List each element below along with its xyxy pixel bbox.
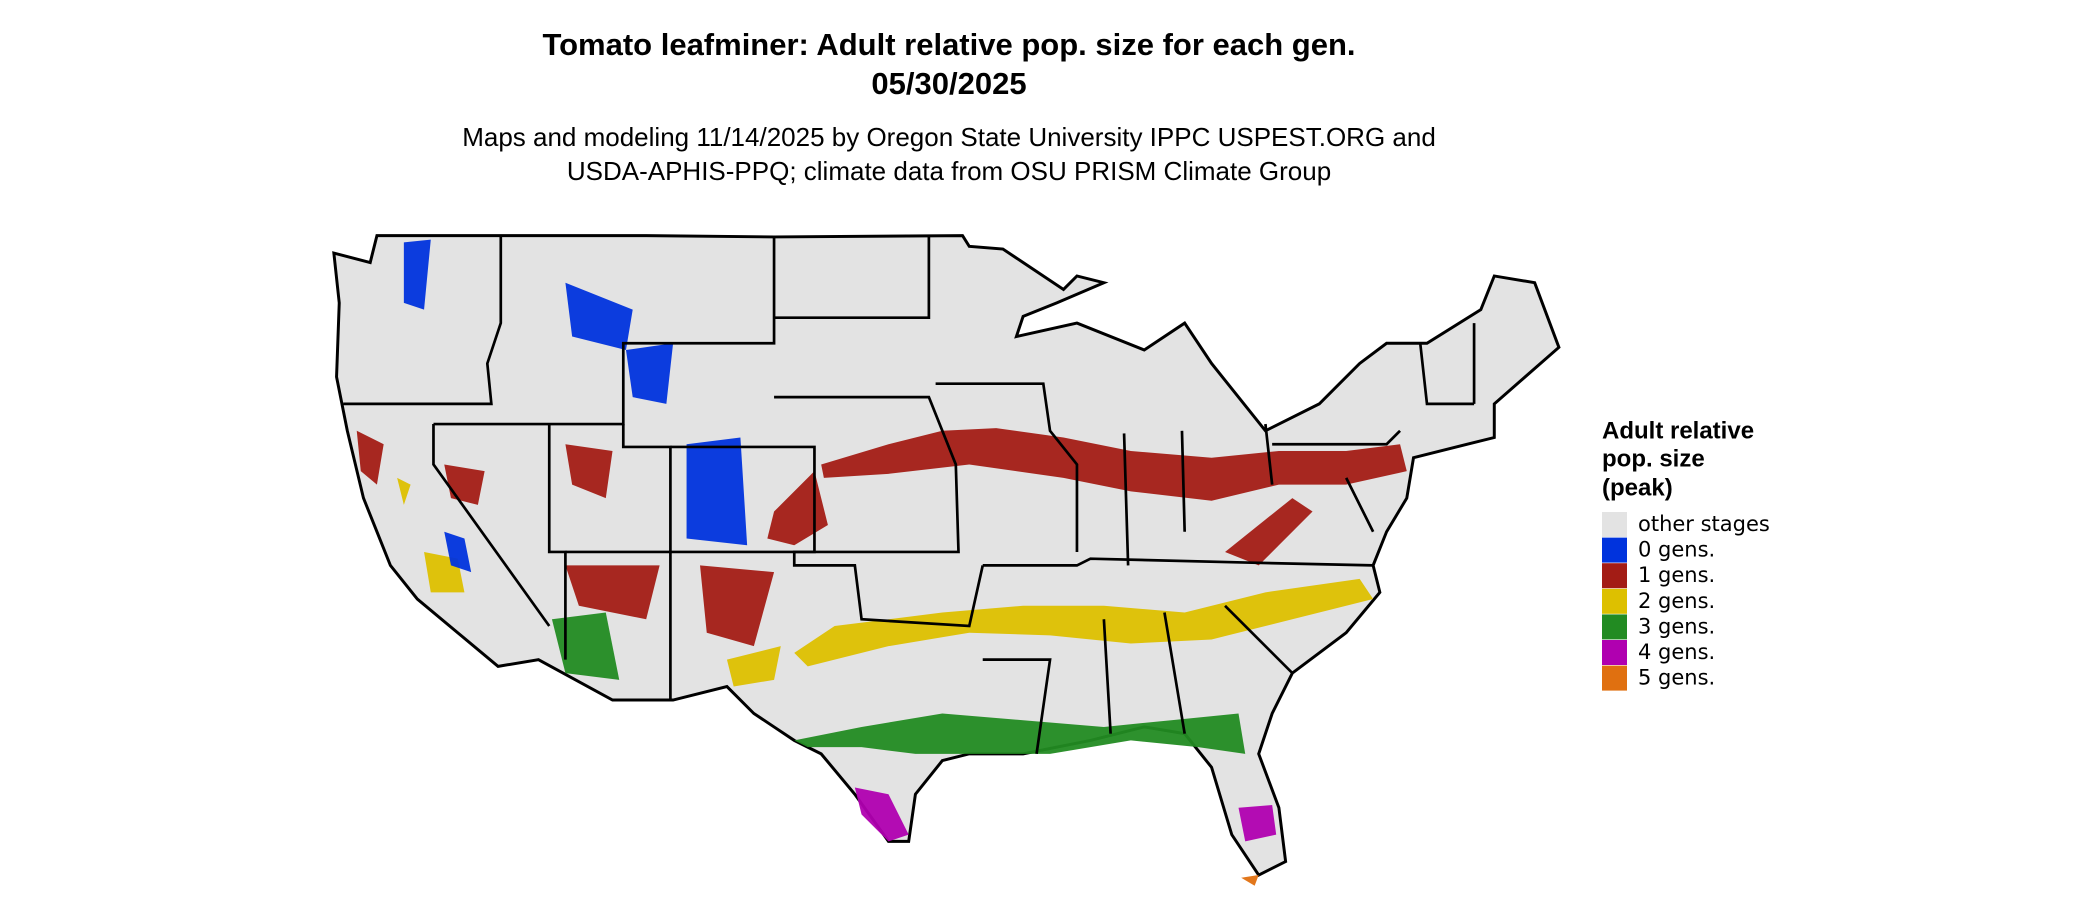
generation-area xyxy=(854,787,1277,842)
legend-title: pop. size xyxy=(1602,445,1705,472)
generation-area xyxy=(551,612,620,680)
generation-area xyxy=(403,239,748,573)
legend-label: 5 gens. xyxy=(1638,666,1715,690)
legend-title: (peak) xyxy=(1602,474,1673,501)
legend-swatch xyxy=(1602,512,1627,537)
legend-label: 1 gens. xyxy=(1638,563,1715,587)
legend-label: other stages xyxy=(1638,512,1770,536)
legend-label: 0 gens. xyxy=(1638,538,1715,562)
generation-area xyxy=(767,471,828,546)
subtitle: USDA-APHIS-PPQ; climate data from OSU PR… xyxy=(567,156,1331,186)
legend-label: 4 gens. xyxy=(1638,640,1715,664)
subtitle: Maps and modeling 11/14/2025 by Oregon S… xyxy=(462,122,1436,152)
land xyxy=(332,234,1561,877)
us-map xyxy=(332,234,1561,886)
generation-area xyxy=(356,430,775,647)
legend-swatch xyxy=(1602,614,1627,640)
legend-label: 3 gens. xyxy=(1638,614,1715,638)
legend-label: 2 gens. xyxy=(1638,589,1715,613)
state-lines xyxy=(343,235,1476,755)
generation-area xyxy=(794,713,1246,754)
generation-area xyxy=(821,428,1407,501)
generation-area xyxy=(397,477,781,687)
generation-area xyxy=(794,578,1374,667)
legend-swatch xyxy=(1602,563,1627,589)
legend-swatch xyxy=(1602,537,1627,563)
generation-area xyxy=(1225,498,1313,566)
legend-swatch xyxy=(1602,588,1627,614)
legend-swatch xyxy=(1602,640,1627,665)
map-title: Tomato leafminer: Adult relative pop. si… xyxy=(542,27,1355,62)
legend-swatch xyxy=(1602,665,1627,691)
generation-area xyxy=(1241,875,1259,886)
map-date: 05/30/2025 xyxy=(871,66,1026,101)
legend: Adult relative pop. size (peak) other st… xyxy=(1602,417,1770,691)
legend-title: Adult relative xyxy=(1602,417,1754,444)
generation-areas xyxy=(356,239,1407,886)
